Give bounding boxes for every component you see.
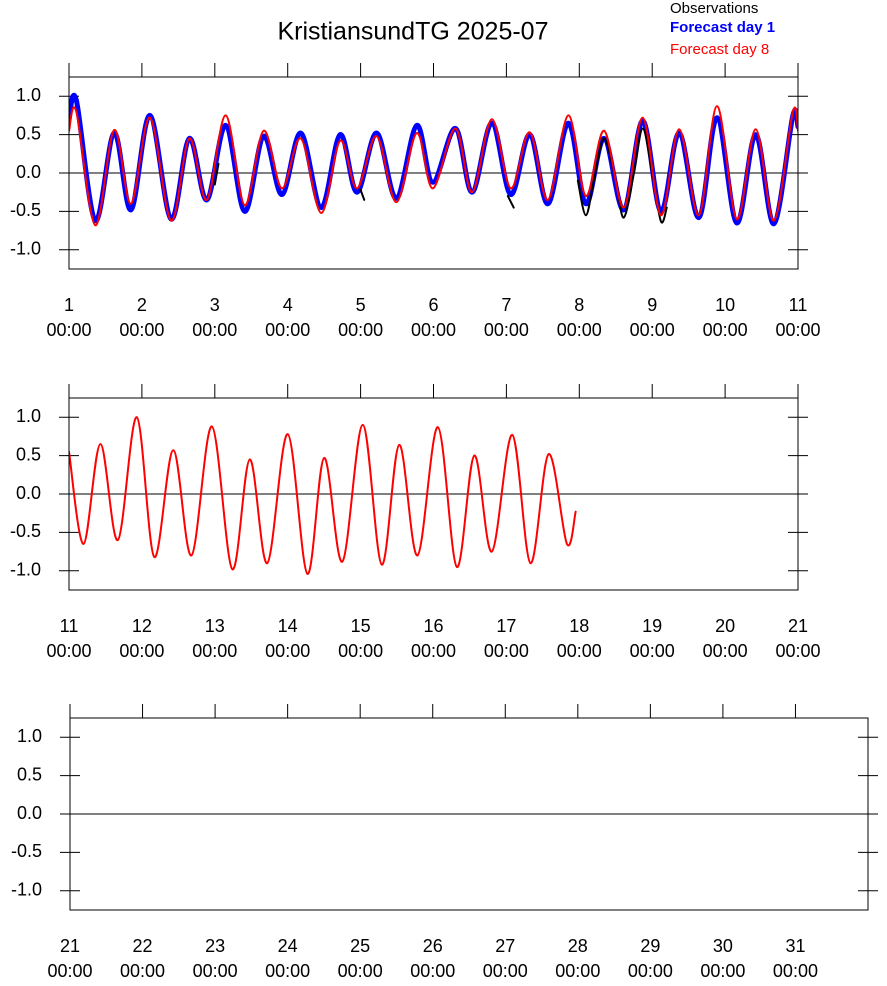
y-tick-label: -0.5 bbox=[10, 200, 41, 220]
x-tick-time: 00:00 bbox=[773, 961, 818, 981]
x-tick-label: 14 bbox=[278, 616, 298, 636]
series-line bbox=[69, 416, 577, 575]
x-tick-label: 19 bbox=[642, 616, 662, 636]
x-tick-time: 00:00 bbox=[46, 641, 91, 661]
series-line bbox=[359, 188, 366, 201]
x-tick-label: 4 bbox=[283, 295, 293, 315]
x-tick-time: 00:00 bbox=[119, 320, 164, 340]
x-tick-time: 00:00 bbox=[484, 641, 529, 661]
y-tick-label: 0.5 bbox=[17, 764, 42, 784]
y-tick-label: 1.0 bbox=[16, 406, 41, 426]
plot-frame bbox=[68, 397, 799, 591]
x-tick-label: 18 bbox=[569, 616, 589, 636]
x-tick-time: 00:00 bbox=[703, 641, 748, 661]
x-tick-time: 00:00 bbox=[265, 641, 310, 661]
x-tick-time: 00:00 bbox=[120, 961, 165, 981]
x-tick-time: 00:00 bbox=[338, 320, 383, 340]
x-tick-time: 00:00 bbox=[628, 961, 673, 981]
x-tick-label: 3 bbox=[210, 295, 220, 315]
legend-entry: Forecast day 8 bbox=[670, 41, 769, 58]
y-tick-label: 0.0 bbox=[17, 803, 42, 823]
y-tick-label: -0.5 bbox=[10, 521, 41, 541]
y-tick-label: 1.0 bbox=[17, 726, 42, 746]
x-tick-label: 21 bbox=[788, 616, 808, 636]
x-tick-label: 8 bbox=[574, 295, 584, 315]
x-tick-label: 11 bbox=[60, 616, 79, 636]
x-tick-time: 00:00 bbox=[557, 641, 602, 661]
y-tick-label: 0.5 bbox=[16, 123, 41, 143]
x-tick-label: 11 bbox=[789, 295, 808, 315]
x-tick-label: 24 bbox=[278, 936, 298, 956]
x-tick-time: 00:00 bbox=[265, 320, 310, 340]
x-tick-time: 00:00 bbox=[483, 961, 528, 981]
series-line bbox=[213, 162, 220, 186]
y-tick-label: 1.0 bbox=[16, 85, 41, 105]
x-tick-label: 21 bbox=[60, 936, 80, 956]
y-tick-label: 0.0 bbox=[16, 162, 41, 182]
chart-title: KristiansundTG 2025-07 bbox=[278, 18, 549, 46]
x-tick-label: 15 bbox=[351, 616, 371, 636]
x-tick-time: 00:00 bbox=[775, 320, 820, 340]
x-tick-time: 00:00 bbox=[119, 641, 164, 661]
x-tick-time: 00:00 bbox=[338, 961, 383, 981]
x-tick-time: 00:00 bbox=[410, 961, 455, 981]
x-tick-label: 6 bbox=[428, 295, 438, 315]
x-tick-time: 00:00 bbox=[46, 320, 91, 340]
x-tick-label: 22 bbox=[133, 936, 153, 956]
series-line bbox=[69, 105, 798, 227]
x-tick-label: 20 bbox=[715, 616, 735, 636]
x-tick-time: 00:00 bbox=[703, 320, 748, 340]
x-tick-label: 10 bbox=[715, 295, 735, 315]
x-tick-label: 1 bbox=[64, 295, 74, 315]
x-tick-time: 00:00 bbox=[411, 641, 456, 661]
x-tick-label: 7 bbox=[501, 295, 511, 315]
x-tick-time: 00:00 bbox=[630, 320, 675, 340]
y-tick-label: 0.0 bbox=[16, 483, 41, 503]
x-tick-time: 00:00 bbox=[555, 961, 600, 981]
x-tick-label: 23 bbox=[205, 936, 225, 956]
x-tick-time: 00:00 bbox=[338, 641, 383, 661]
x-tick-label: 13 bbox=[205, 616, 225, 636]
x-tick-label: 9 bbox=[647, 295, 657, 315]
plot-frame bbox=[69, 717, 869, 911]
x-tick-label: 31 bbox=[785, 936, 805, 956]
x-tick-time: 00:00 bbox=[192, 641, 237, 661]
x-tick-label: 27 bbox=[495, 936, 515, 956]
x-tick-time: 00:00 bbox=[484, 320, 529, 340]
y-tick-label: -1.0 bbox=[11, 880, 42, 900]
x-tick-label: 30 bbox=[713, 936, 733, 956]
x-tick-time: 00:00 bbox=[192, 320, 237, 340]
series-line bbox=[69, 92, 798, 227]
x-tick-time: 00:00 bbox=[775, 641, 820, 661]
x-tick-label: 28 bbox=[568, 936, 588, 956]
x-tick-label: 29 bbox=[640, 936, 660, 956]
x-tick-time: 00:00 bbox=[411, 320, 456, 340]
x-tick-label: 25 bbox=[350, 936, 370, 956]
x-tick-time: 00:00 bbox=[193, 961, 238, 981]
x-tick-time: 00:00 bbox=[47, 961, 92, 981]
x-tick-label: 5 bbox=[356, 295, 366, 315]
x-tick-label: 17 bbox=[496, 616, 516, 636]
x-tick-time: 00:00 bbox=[265, 961, 310, 981]
x-tick-time: 00:00 bbox=[630, 641, 675, 661]
x-tick-label: 12 bbox=[132, 616, 152, 636]
x-tick-label: 16 bbox=[423, 616, 443, 636]
legend-entry: Observations bbox=[670, 0, 758, 17]
y-tick-label: 0.5 bbox=[16, 444, 41, 464]
x-tick-time: 00:00 bbox=[700, 961, 745, 981]
x-tick-label: 2 bbox=[137, 295, 147, 315]
x-tick-time: 00:00 bbox=[557, 320, 602, 340]
legend-entry: Forecast day 1 bbox=[670, 19, 775, 36]
y-tick-label: -0.5 bbox=[11, 841, 42, 861]
y-tick-label: -1.0 bbox=[10, 239, 41, 259]
series-line bbox=[506, 195, 515, 209]
x-tick-label: 26 bbox=[423, 936, 443, 956]
y-tick-label: -1.0 bbox=[10, 560, 41, 580]
plot-frame bbox=[68, 76, 799, 270]
